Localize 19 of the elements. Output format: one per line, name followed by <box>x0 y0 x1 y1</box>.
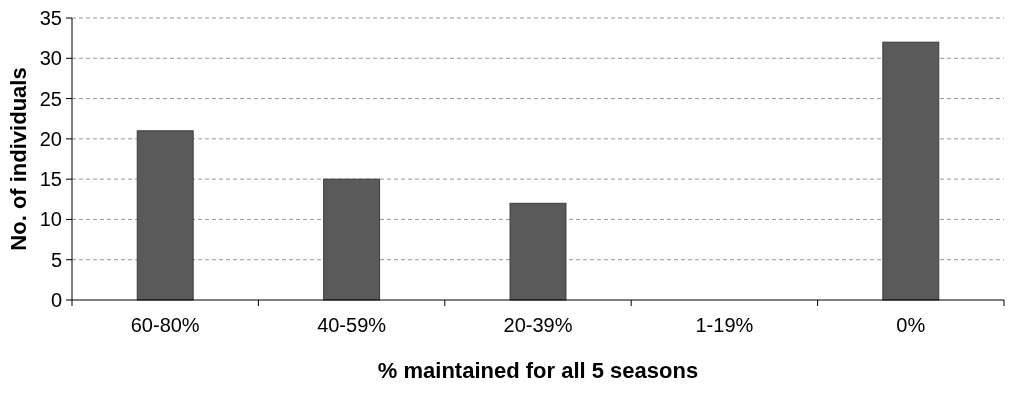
y-axis-title: No. of individuals <box>6 67 31 251</box>
x-tick-label: 40-59% <box>317 314 387 336</box>
y-tick-label: 30 <box>39 47 62 70</box>
x-tick-label: 20-39% <box>503 314 573 336</box>
x-tick-label: 1-19% <box>695 314 754 336</box>
y-tick-label: 15 <box>39 168 62 191</box>
y-tick-label: 25 <box>39 87 62 110</box>
y-tick-label: 35 <box>39 7 62 29</box>
x-axis-title: % maintained for all 5 seasons <box>377 358 699 383</box>
bar <box>882 41 940 301</box>
bar <box>323 178 381 301</box>
y-tick-label: 20 <box>39 127 62 150</box>
y-tick-label: 5 <box>50 248 62 271</box>
bar <box>136 130 194 301</box>
x-tick-label: 60-80% <box>130 314 200 336</box>
x-tick-label: 0% <box>896 314 926 336</box>
bar <box>509 202 567 301</box>
y-tick-label: 10 <box>39 208 62 231</box>
y-tick-label: 0 <box>50 289 62 311</box>
